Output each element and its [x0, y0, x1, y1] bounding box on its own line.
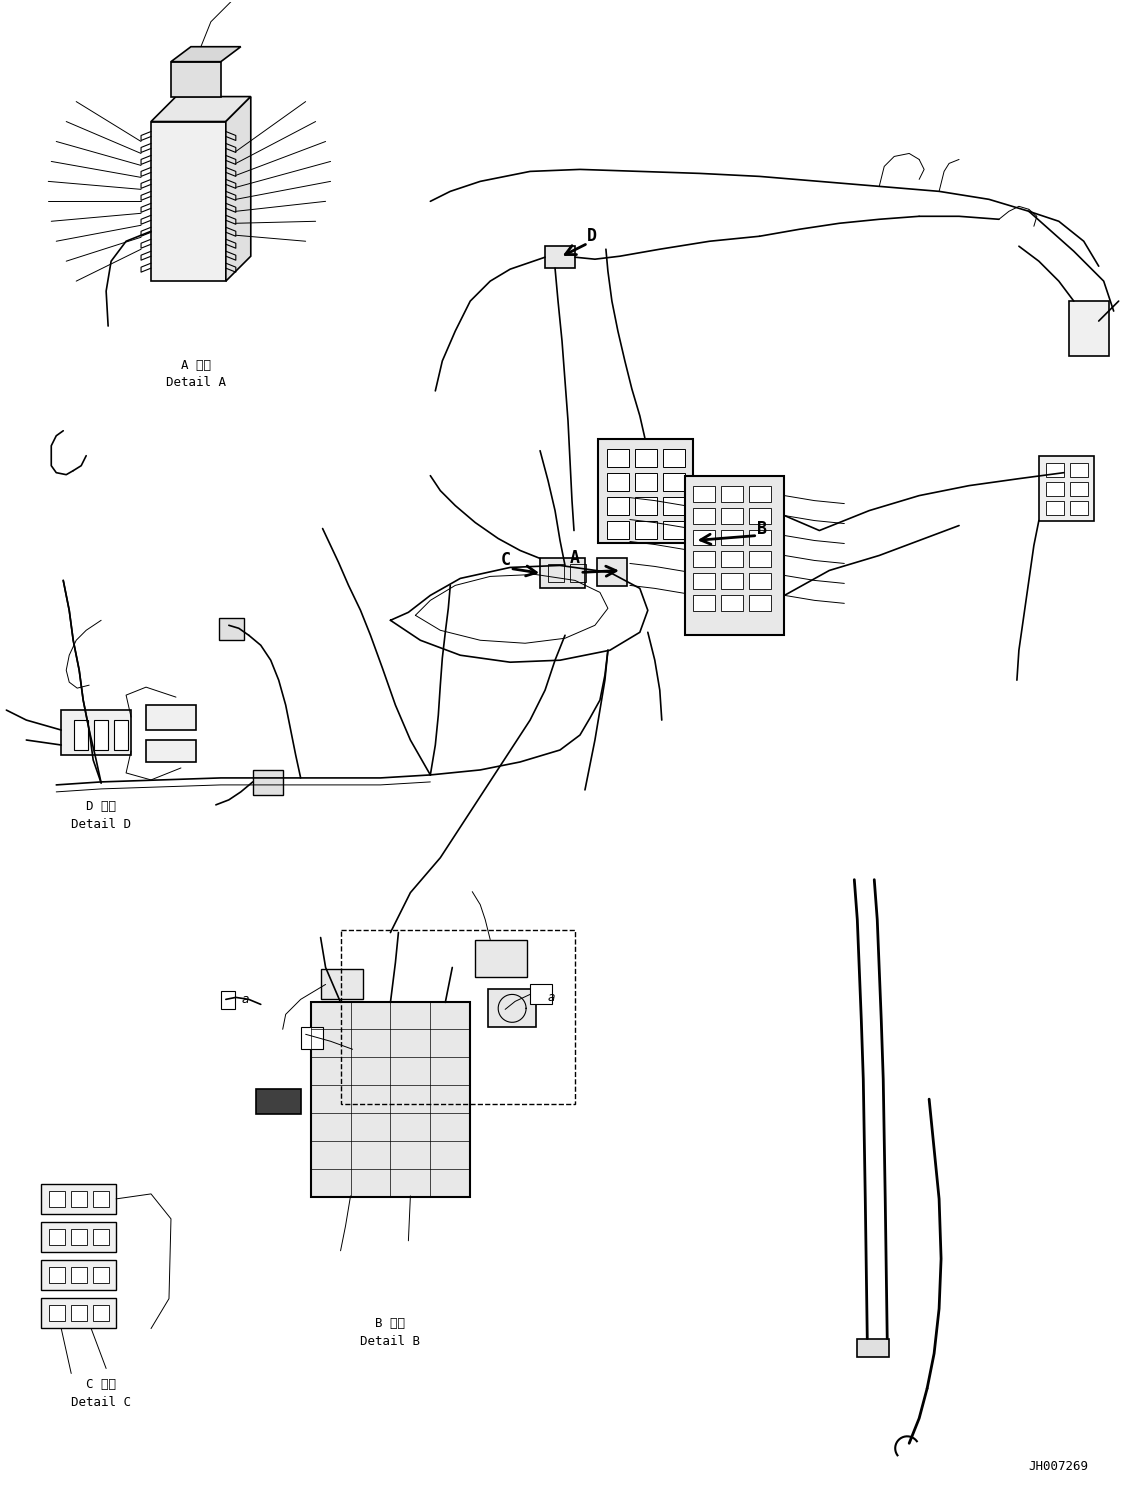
Text: JH007269: JH007269: [1029, 1459, 1089, 1473]
Bar: [634, 449, 657, 467]
Bar: [663, 449, 685, 467]
Bar: [548, 564, 564, 582]
Bar: [311, 1003, 470, 1197]
Bar: [1070, 463, 1088, 476]
Bar: [693, 552, 714, 567]
Bar: [341, 930, 575, 1104]
Bar: [530, 985, 552, 1004]
Text: C 詳細: C 詳細: [87, 1379, 116, 1392]
Bar: [634, 521, 657, 539]
Text: B 詳細: B 詳細: [376, 1316, 405, 1329]
Bar: [607, 497, 629, 515]
Bar: [93, 1229, 109, 1244]
Bar: [721, 485, 743, 501]
Text: C: C: [501, 552, 511, 570]
Bar: [634, 497, 657, 515]
Bar: [748, 573, 770, 589]
Text: Detail A: Detail A: [166, 376, 226, 389]
Text: Detail D: Detail D: [71, 818, 131, 831]
Bar: [1039, 455, 1093, 521]
Bar: [1070, 501, 1088, 515]
Text: Detail C: Detail C: [71, 1397, 131, 1410]
Bar: [858, 1338, 890, 1356]
Bar: [93, 1191, 109, 1207]
Bar: [146, 706, 196, 730]
Text: Detail B: Detail B: [360, 1334, 420, 1347]
Bar: [607, 473, 629, 491]
Bar: [114, 721, 128, 750]
Text: a: a: [241, 992, 248, 1006]
Bar: [634, 473, 657, 491]
Bar: [748, 530, 770, 546]
Bar: [663, 521, 685, 539]
Bar: [607, 449, 629, 467]
Bar: [41, 1259, 116, 1289]
Text: A: A: [570, 549, 580, 567]
Bar: [721, 507, 743, 524]
Bar: [74, 721, 88, 750]
Polygon shape: [151, 97, 251, 121]
Bar: [540, 558, 585, 588]
Bar: [693, 507, 714, 524]
Bar: [49, 1304, 65, 1320]
Bar: [72, 1267, 88, 1283]
Bar: [62, 710, 131, 755]
Bar: [41, 1185, 116, 1214]
Text: D: D: [587, 227, 597, 245]
Bar: [253, 770, 282, 795]
Bar: [748, 552, 770, 567]
Bar: [598, 439, 693, 543]
Bar: [748, 595, 770, 612]
Polygon shape: [171, 61, 221, 97]
Bar: [546, 246, 575, 269]
Polygon shape: [171, 46, 240, 61]
Polygon shape: [226, 97, 251, 280]
Polygon shape: [151, 121, 226, 280]
Bar: [721, 530, 743, 546]
Bar: [721, 552, 743, 567]
Text: B: B: [756, 519, 767, 537]
Bar: [1046, 501, 1064, 515]
Bar: [693, 595, 714, 612]
Bar: [489, 989, 536, 1028]
Bar: [95, 721, 108, 750]
Bar: [1046, 482, 1064, 495]
Bar: [301, 1028, 322, 1049]
Bar: [1046, 463, 1064, 476]
Bar: [663, 473, 685, 491]
Bar: [72, 1304, 88, 1320]
Bar: [721, 573, 743, 589]
Bar: [570, 564, 585, 582]
Bar: [219, 618, 244, 640]
Text: a: a: [548, 991, 556, 1004]
Bar: [72, 1191, 88, 1207]
Bar: [748, 485, 770, 501]
Bar: [1070, 482, 1088, 495]
Bar: [41, 1298, 116, 1328]
Bar: [41, 1222, 116, 1252]
Bar: [685, 476, 785, 636]
Bar: [663, 497, 685, 515]
Text: D 詳細: D 詳細: [87, 800, 116, 813]
Bar: [748, 507, 770, 524]
Bar: [146, 740, 196, 762]
Bar: [597, 558, 626, 586]
Text: A 詳細: A 詳細: [181, 360, 211, 372]
Bar: [49, 1267, 65, 1283]
Bar: [475, 940, 527, 977]
Bar: [49, 1229, 65, 1244]
Bar: [693, 485, 714, 501]
Bar: [320, 970, 362, 1000]
Bar: [693, 573, 714, 589]
Bar: [693, 530, 714, 546]
Bar: [93, 1304, 109, 1320]
Bar: [1068, 301, 1108, 357]
Bar: [256, 1089, 301, 1115]
Bar: [721, 595, 743, 612]
Bar: [49, 1191, 65, 1207]
Bar: [93, 1267, 109, 1283]
Bar: [72, 1229, 88, 1244]
Bar: [221, 991, 235, 1010]
Bar: [607, 521, 629, 539]
